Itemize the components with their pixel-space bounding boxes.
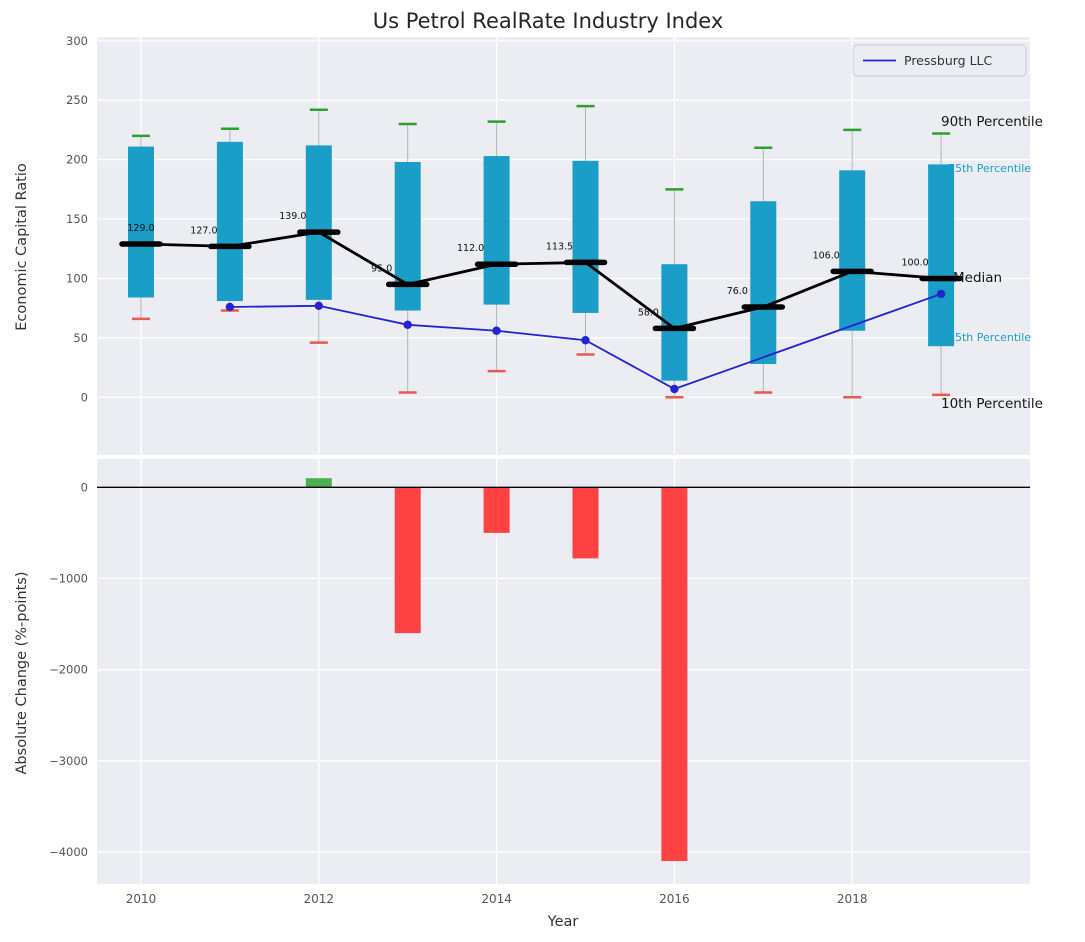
bottom-ytick-label: −4000 — [49, 845, 88, 859]
median-value-label: 100.0 — [901, 257, 928, 268]
iqr-box — [839, 170, 866, 331]
iqr-box — [572, 160, 599, 313]
company-point — [492, 326, 501, 335]
company-point — [225, 302, 235, 312]
legend-box — [852, 44, 1027, 77]
change-bar-positive — [305, 478, 332, 488]
change-bar-negative — [394, 487, 421, 634]
median-value-label: 113.5 — [546, 241, 573, 252]
change-bar-negative — [483, 487, 510, 533]
company-point — [670, 384, 679, 394]
iqr-box — [128, 146, 154, 298]
top-ytick-label: 150 — [66, 212, 88, 226]
company-point — [314, 301, 323, 311]
bottom-plot-background — [97, 459, 1030, 884]
company-point — [936, 289, 946, 299]
annotation-median: Median — [953, 270, 1003, 286]
change-bar-negative — [661, 487, 688, 862]
iqr-box — [750, 201, 777, 365]
annotation-75th-percentile: 75th Percentile — [948, 162, 1032, 175]
median-trend-line — [140, 230, 942, 330]
iqr-box — [928, 164, 955, 347]
top-ytick-label: 250 — [66, 93, 88, 107]
annotation-90th-percentile: 90th Percentile — [941, 114, 1043, 130]
bottom-y-axis-label: Absolute Change (%-points) — [14, 571, 30, 775]
company-point — [403, 320, 412, 330]
annotation-10th-percentile: 10th Percentile — [941, 396, 1043, 412]
change-bar-negative — [572, 487, 599, 559]
top-y-axis-label: Economic Capital Ratio — [14, 163, 30, 331]
bottom-ytick-label: 0 — [81, 480, 88, 494]
xtick-label: 2010 — [126, 892, 157, 906]
iqr-box — [483, 156, 510, 305]
iqr-box — [216, 141, 243, 302]
xtick-label: 2014 — [481, 892, 512, 906]
iqr-box — [305, 145, 332, 300]
top-ytick-label: 50 — [73, 331, 88, 345]
top-plot-background — [97, 37, 1030, 455]
median-value-label: 112.0 — [457, 243, 484, 254]
median-value-label: 106.0 — [813, 250, 840, 261]
company-point — [581, 336, 590, 345]
xtick-label: 2012 — [304, 892, 335, 906]
top-ytick-label: 200 — [66, 153, 88, 167]
median-value-label: 95.0 — [371, 263, 392, 274]
legend-label: Pressburg LLC — [904, 53, 993, 68]
xtick-label: 2018 — [837, 892, 868, 906]
x-axis-label: Year — [547, 914, 579, 930]
chart-title: Us Petrol RealRate Industry Index — [372, 9, 724, 33]
top-ytick-label: 100 — [66, 271, 88, 285]
iqr-box — [394, 162, 421, 311]
bottom-ytick-label: −2000 — [49, 663, 88, 677]
median-value-label: 58.0 — [638, 307, 659, 318]
annotation-25th-percentile: 25th Percentile — [948, 331, 1032, 344]
top-ytick-label: 300 — [66, 34, 88, 48]
median-value-label: 129.0 — [127, 223, 154, 234]
bottom-ytick-label: −1000 — [49, 571, 88, 585]
xtick-label: 2016 — [659, 892, 690, 906]
median-value-label: 127.0 — [190, 225, 217, 236]
median-value-label: 76.0 — [727, 286, 748, 297]
top-ytick-label: 0 — [81, 390, 88, 404]
bottom-ytick-label: −3000 — [49, 754, 88, 768]
median-value-label: 139.0 — [279, 211, 306, 222]
